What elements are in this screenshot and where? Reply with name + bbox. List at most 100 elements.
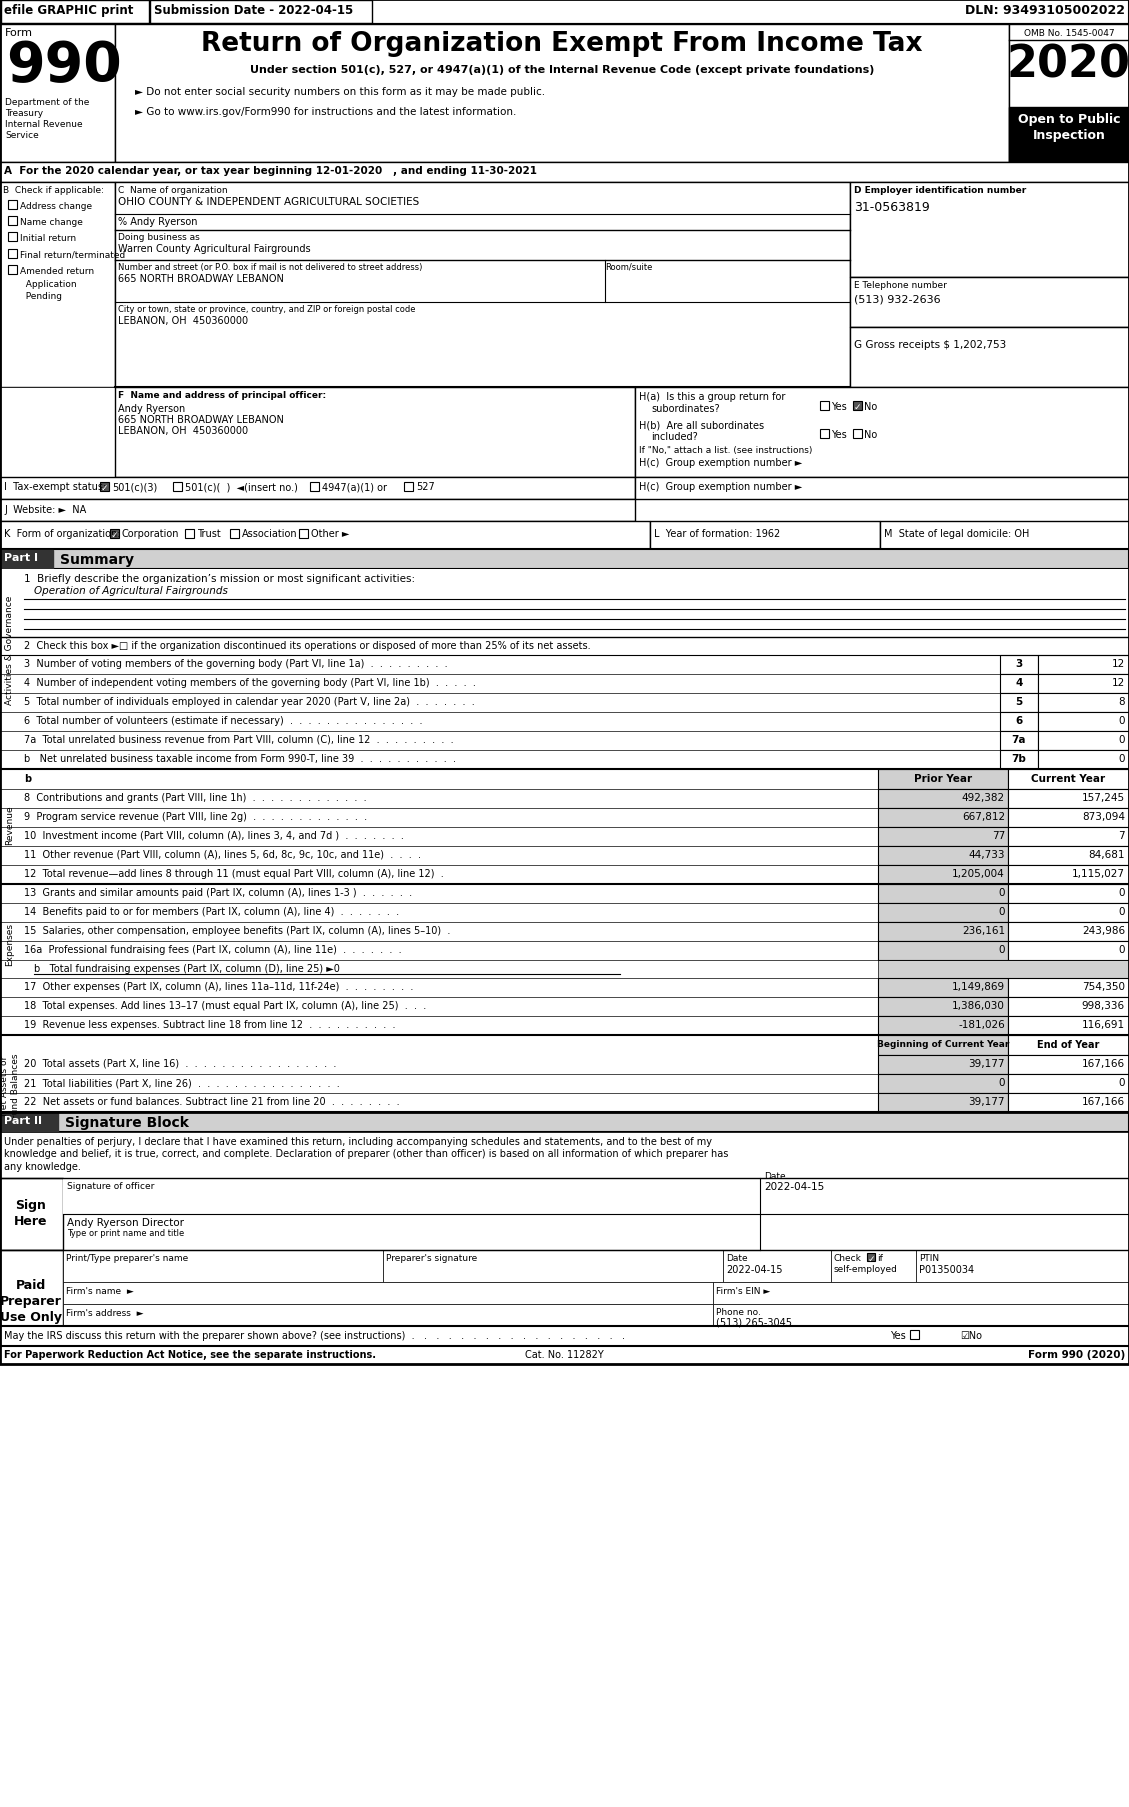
Text: I  Tax-exempt status:: I Tax-exempt status: [5,482,106,492]
Text: H(c)  Group exemption number ►: H(c) Group exemption number ► [639,457,803,468]
Bar [878,846,1008,866]
Text: 527: 527 [415,482,435,492]
Bar [850,183,1129,278]
Text: LEBANON, OH  450360000: LEBANON, OH 450360000 [119,316,248,325]
Text: 3: 3 [1015,658,1023,669]
Text: 22  Net assets or fund balances. Subtract line 21 from line 20  .  .  .  .  .  .: 22 Net assets or fund balances. Subtract… [24,1097,400,1106]
Text: Pending: Pending [20,293,62,300]
Bar [878,828,1008,846]
Text: 10  Investment income (Part VIII, column (A), lines 3, 4, and 7d )  .  .  .  .  : 10 Investment income (Part VIII, column … [24,831,404,840]
Text: 5  Total number of individuals employed in calendar year 2020 (Part V, line 2a) : 5 Total number of individuals employed i… [24,698,475,707]
Text: Sign
Here: Sign Here [15,1198,47,1227]
Bar [634,477,1129,501]
Text: A  For the 2020 calendar year, or tax year beginning 12-01-2020   , and ending 1: A For the 2020 calendar year, or tax yea… [5,166,537,175]
Bar [173,482,182,492]
Text: 4947(a)(1) or: 4947(a)(1) or [322,482,387,492]
Bar [878,1016,1008,1035]
Text: 7b: 7b [1012,754,1026,764]
Bar [1008,770,1129,790]
Bar [1008,941,1129,961]
Text: 16a  Professional fundraising fees (Part IX, column (A), line 11e)  .  .  .  .  : 16a Professional fundraising fees (Part … [24,945,402,954]
Text: 1,386,030: 1,386,030 [952,1001,1005,1010]
Text: Check: Check [834,1254,861,1263]
Bar [115,183,850,389]
Text: G Gross receipts $ 1,202,753: G Gross receipts $ 1,202,753 [854,340,1006,351]
Text: 0: 0 [998,945,1005,954]
Text: 501(c)(3): 501(c)(3) [112,482,157,492]
Bar [831,1250,916,1283]
Bar [115,25,1009,163]
Text: 6  Total number of volunteers (estimate if necessary)  .  .  .  .  .  .  .  .  .: 6 Total number of volunteers (estimate i… [24,716,422,726]
Bar [1008,1035,1129,1055]
Text: ✓: ✓ [100,484,108,493]
Text: H(b)  Are all subordinates: H(b) Are all subordinates [639,419,764,430]
Bar [310,482,320,492]
Bar [8,266,17,275]
Bar [8,249,17,258]
Text: included?: included? [651,432,698,441]
Text: 873,094: 873,094 [1082,811,1124,822]
Text: Yes: Yes [831,430,847,439]
Bar [1038,694,1129,712]
Text: 2020: 2020 [1007,43,1129,87]
Text: Firm's name  ►: Firm's name ► [65,1287,133,1296]
Text: Yes: Yes [890,1330,905,1341]
Bar [0,183,115,389]
Text: 0: 0 [1119,1077,1124,1088]
Bar [878,997,1008,1016]
Bar [878,1075,1008,1093]
Bar [1008,846,1129,866]
Text: -181,026: -181,026 [959,1019,1005,1030]
Bar [8,201,17,210]
Text: Return of Organization Exempt From Income Tax: Return of Organization Exempt From Incom… [201,31,922,58]
Text: Print/Type preparer's name: Print/Type preparer's name [65,1254,189,1263]
Text: J  Website: ►  NA: J Website: ► NA [5,504,86,515]
Text: 2  Check this box ►□ if the organization discontinued its operations or disposed: 2 Check this box ►□ if the organization … [24,641,590,651]
Text: 116,691: 116,691 [1082,1019,1124,1030]
Text: 0: 0 [1119,907,1124,916]
Text: 12: 12 [1112,658,1124,669]
Bar [0,0,1129,25]
Text: ✓: ✓ [868,1254,875,1263]
Text: C  Name of organization: C Name of organization [119,186,228,195]
Text: Open to Public
Inspection: Open to Public Inspection [1017,112,1120,143]
Bar [0,163,1129,183]
Text: b   Total fundraising expenses (Part IX, column (D), line 25) ►0: b Total fundraising expenses (Part IX, c… [34,963,340,974]
Text: No: No [864,401,877,412]
Bar [867,1254,875,1261]
Bar [878,961,1129,978]
Bar [878,884,1008,904]
Text: Summary: Summary [60,553,134,567]
Text: D Employer identification number: D Employer identification number [854,186,1026,195]
Text: efile GRAPHIC print: efile GRAPHIC print [5,4,133,16]
Bar [878,1035,1008,1055]
Bar [150,2,371,23]
Text: 0: 0 [998,887,1005,898]
Text: Firm's EIN ►: Firm's EIN ► [716,1287,770,1296]
Text: Prior Year: Prior Year [914,773,972,784]
Bar [1009,25,1129,163]
Text: Phone no.: Phone no. [716,1306,761,1315]
Text: 157,245: 157,245 [1082,793,1124,802]
Text: % Andy Ryerson: % Andy Ryerson [119,217,198,228]
Text: M  State of legal domicile: OH: M State of legal domicile: OH [884,529,1030,538]
Text: 12: 12 [1112,678,1124,688]
Bar [1000,656,1038,674]
Text: Net Assets or
Fund Balances: Net Assets or Fund Balances [0,1053,19,1119]
Bar [0,1113,1129,1133]
Bar [878,978,1008,997]
Text: Andy Ryerson: Andy Ryerson [119,403,185,414]
Bar [8,233,17,242]
Text: Paid
Preparer
Use Only: Paid Preparer Use Only [0,1278,62,1323]
Bar [0,477,634,501]
Text: 665 NORTH BROADWAY LEBANON: 665 NORTH BROADWAY LEBANON [119,275,283,284]
Bar [879,522,1129,549]
Text: Signature Block: Signature Block [65,1115,189,1129]
Bar [878,1055,1008,1075]
Text: 0: 0 [998,1077,1005,1088]
Text: 17  Other expenses (Part IX, column (A), lines 11a–11d, 11f-24e)  .  .  .  .  . : 17 Other expenses (Part IX, column (A), … [24,981,413,992]
Text: 167,166: 167,166 [1082,1059,1124,1068]
Text: Department of the
Treasury
Internal Revenue
Service: Department of the Treasury Internal Reve… [5,98,89,141]
Bar [878,770,1008,790]
Text: 7a: 7a [1012,735,1026,744]
